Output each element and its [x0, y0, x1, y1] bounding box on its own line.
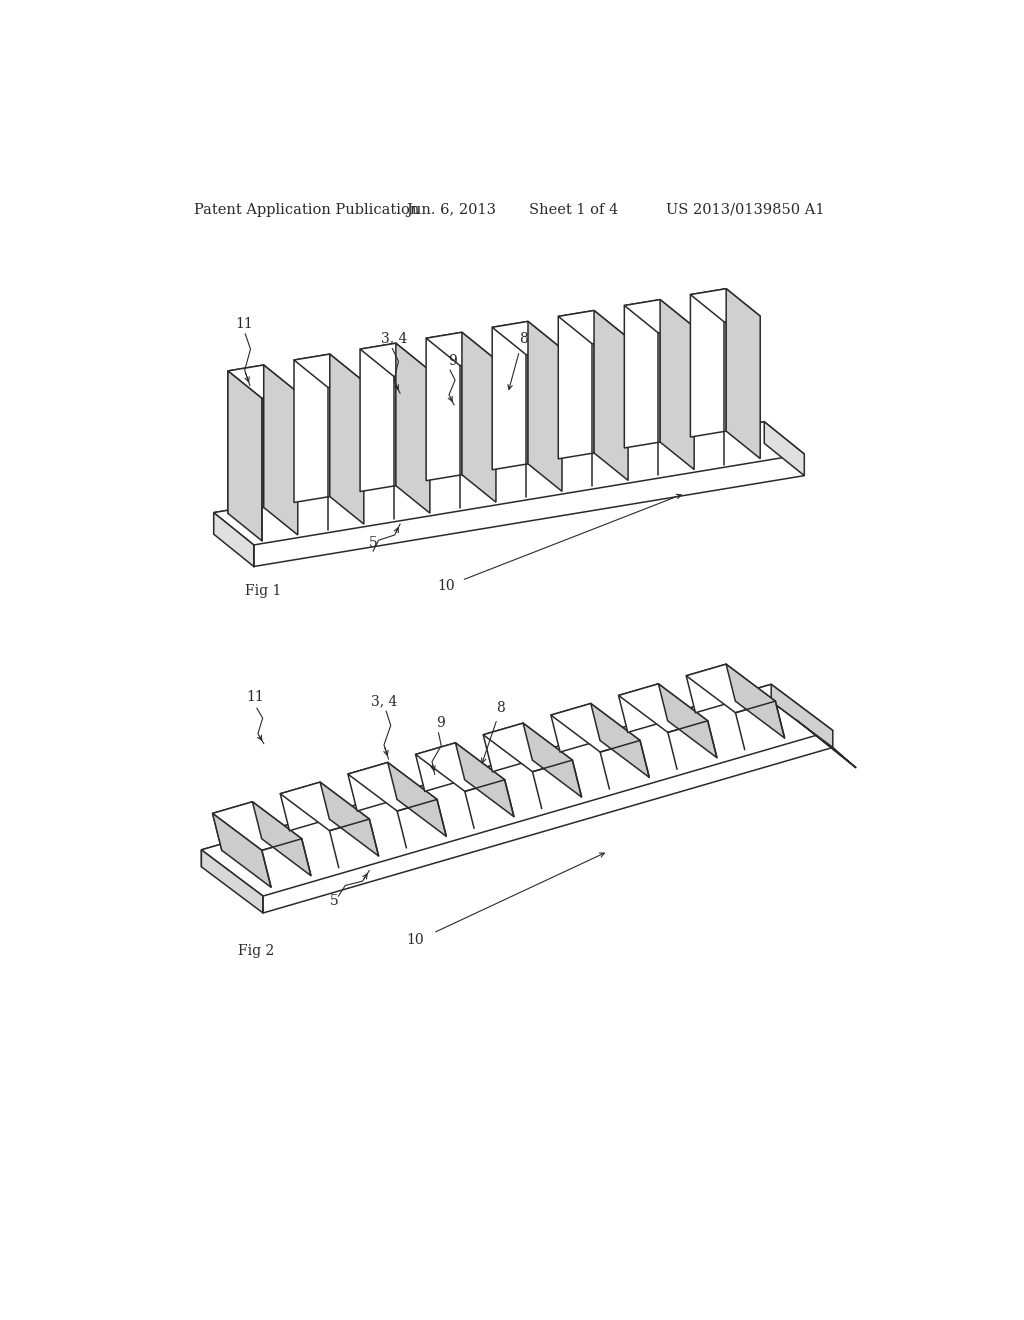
Polygon shape: [348, 763, 397, 810]
Polygon shape: [764, 422, 804, 475]
Polygon shape: [416, 743, 465, 792]
Polygon shape: [558, 310, 628, 345]
Polygon shape: [618, 684, 708, 733]
Polygon shape: [202, 850, 263, 913]
Text: Sheet 1 of 4: Sheet 1 of 4: [529, 203, 618, 216]
Polygon shape: [330, 354, 364, 524]
Polygon shape: [416, 743, 505, 792]
Polygon shape: [426, 333, 462, 480]
Polygon shape: [493, 321, 562, 355]
Polygon shape: [625, 300, 660, 447]
Polygon shape: [483, 723, 532, 772]
Text: Patent Application Publication: Patent Application Publication: [194, 203, 419, 216]
Polygon shape: [618, 684, 668, 733]
Polygon shape: [523, 723, 582, 797]
Polygon shape: [660, 300, 694, 470]
Polygon shape: [348, 763, 437, 810]
Polygon shape: [253, 801, 311, 875]
Polygon shape: [321, 783, 379, 857]
Polygon shape: [551, 704, 640, 752]
Text: 9: 9: [436, 715, 444, 730]
Polygon shape: [214, 422, 804, 545]
Polygon shape: [202, 684, 833, 896]
Polygon shape: [360, 343, 396, 491]
Polygon shape: [213, 801, 302, 850]
Polygon shape: [686, 664, 775, 713]
Polygon shape: [591, 704, 649, 777]
Polygon shape: [690, 289, 760, 322]
Text: 10: 10: [437, 578, 455, 593]
Polygon shape: [228, 366, 298, 399]
Polygon shape: [658, 684, 717, 758]
Polygon shape: [528, 321, 562, 491]
Polygon shape: [551, 704, 600, 752]
Polygon shape: [690, 289, 726, 437]
Text: Fig 1: Fig 1: [245, 585, 281, 598]
Polygon shape: [594, 310, 628, 480]
Polygon shape: [294, 354, 330, 503]
Text: 8: 8: [496, 701, 505, 715]
Polygon shape: [493, 321, 528, 470]
Polygon shape: [686, 664, 735, 713]
Polygon shape: [294, 354, 364, 388]
Polygon shape: [228, 371, 262, 541]
Text: Jun. 6, 2013: Jun. 6, 2013: [407, 203, 497, 216]
Polygon shape: [213, 813, 271, 887]
Text: 11: 11: [247, 690, 264, 705]
Polygon shape: [213, 801, 262, 850]
Polygon shape: [771, 701, 856, 768]
Polygon shape: [726, 664, 784, 738]
Polygon shape: [388, 763, 446, 837]
Polygon shape: [214, 422, 764, 535]
Text: 5: 5: [369, 536, 378, 550]
Text: 9: 9: [449, 354, 457, 368]
Polygon shape: [625, 300, 694, 333]
Text: US 2013/0139850 A1: US 2013/0139850 A1: [666, 203, 824, 216]
Text: 3, 4: 3, 4: [372, 694, 398, 709]
Polygon shape: [558, 310, 594, 459]
Polygon shape: [462, 333, 496, 502]
Text: 5: 5: [330, 895, 339, 908]
Polygon shape: [281, 783, 370, 830]
Polygon shape: [281, 783, 330, 830]
Polygon shape: [771, 684, 833, 747]
Polygon shape: [456, 743, 514, 817]
Polygon shape: [483, 723, 572, 772]
Text: Fig 2: Fig 2: [239, 945, 274, 958]
Text: 3, 4: 3, 4: [381, 331, 408, 345]
Polygon shape: [360, 343, 430, 376]
Text: 8: 8: [519, 333, 527, 346]
Text: 10: 10: [407, 933, 424, 946]
Polygon shape: [264, 366, 298, 535]
Polygon shape: [426, 333, 496, 366]
Polygon shape: [726, 289, 760, 458]
Polygon shape: [396, 343, 430, 513]
Polygon shape: [228, 366, 264, 513]
Polygon shape: [214, 512, 254, 566]
Polygon shape: [202, 684, 771, 867]
Text: 11: 11: [234, 317, 253, 331]
